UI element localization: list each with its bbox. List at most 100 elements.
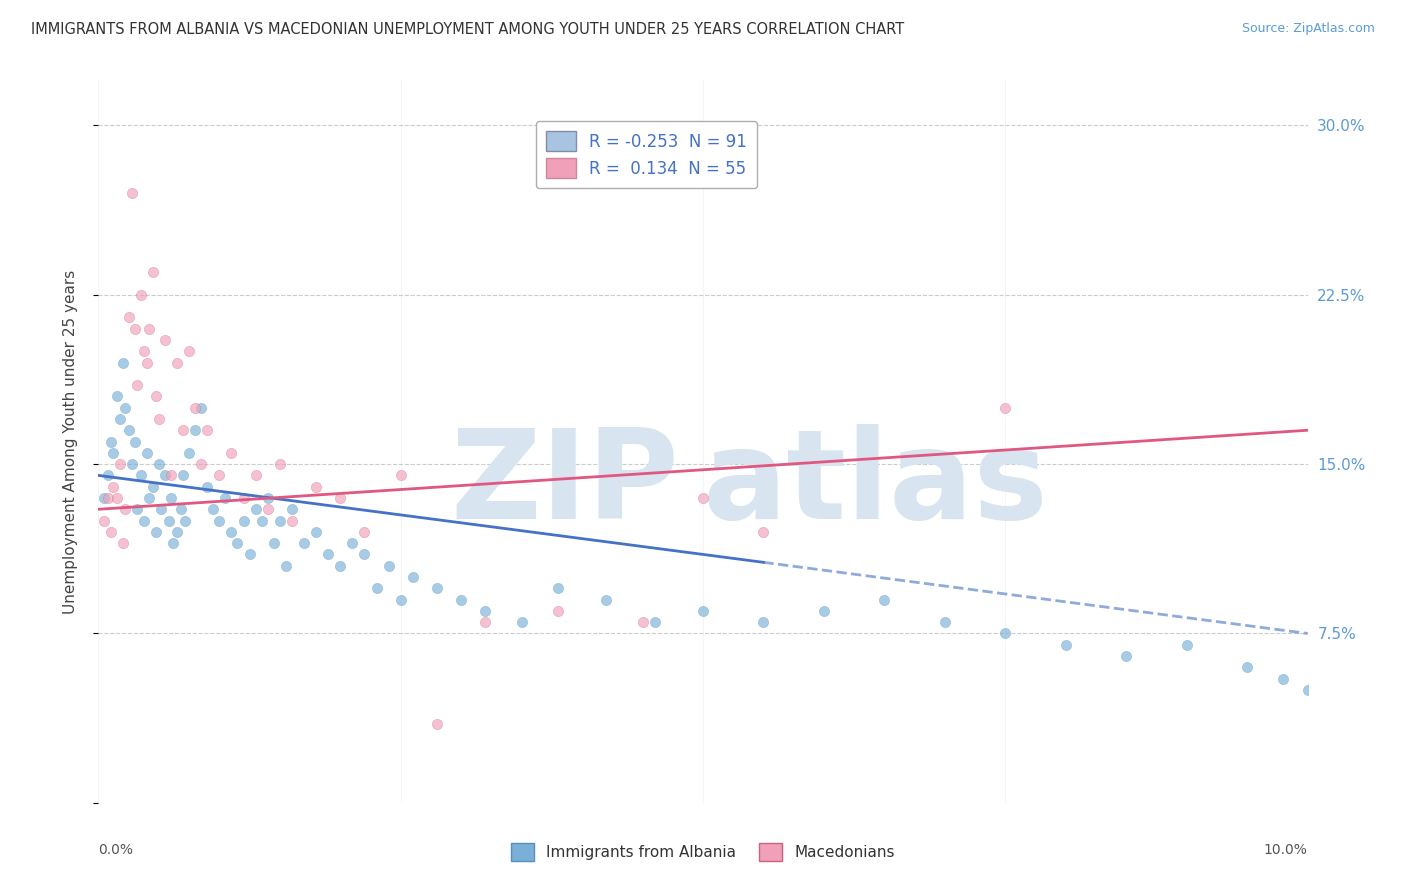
Point — [169, 502, 191, 516]
Point — [190, 457, 212, 471]
Point — [426, 582, 449, 596]
Point — [208, 514, 231, 528]
Point — [274, 558, 297, 573]
Point — [232, 514, 254, 528]
Point — [813, 604, 835, 618]
Point — [1175, 638, 1198, 652]
Point — [114, 502, 136, 516]
Point — [329, 491, 352, 505]
Point — [100, 434, 122, 449]
Point — [366, 582, 388, 596]
Text: IMMIGRANTS FROM ALBANIA VS MACEDONIAN UNEMPLOYMENT AMONG YOUTH UNDER 25 YEARS CO: IMMIGRANTS FROM ALBANIA VS MACEDONIAN UN… — [31, 22, 904, 37]
Point — [402, 570, 425, 584]
Point — [994, 626, 1017, 640]
Point — [138, 321, 160, 335]
Point — [245, 502, 267, 516]
Point — [166, 355, 188, 369]
Point — [873, 592, 896, 607]
Point — [127, 378, 149, 392]
Text: atlas: atlas — [703, 425, 1049, 545]
Point — [111, 355, 134, 369]
Point — [105, 491, 128, 505]
Point — [353, 548, 375, 562]
Point — [172, 423, 194, 437]
Point — [157, 514, 180, 528]
Point — [145, 389, 167, 403]
Point — [124, 321, 146, 335]
Point — [114, 401, 136, 415]
Point — [105, 389, 128, 403]
Point — [994, 401, 1017, 415]
Point — [184, 401, 207, 415]
Point — [752, 615, 775, 630]
Point — [153, 333, 176, 347]
Point — [195, 423, 218, 437]
Point — [644, 615, 666, 630]
Point — [97, 491, 120, 505]
Point — [160, 468, 183, 483]
Point — [135, 355, 157, 369]
Point — [121, 457, 143, 471]
Point — [292, 536, 315, 550]
Point — [135, 446, 157, 460]
Point — [118, 423, 141, 437]
Point — [269, 514, 291, 528]
Point — [547, 582, 569, 596]
Point — [474, 615, 496, 630]
Point — [202, 502, 225, 516]
Point — [162, 536, 184, 550]
Point — [595, 592, 617, 607]
Point — [1054, 638, 1077, 652]
Point — [145, 524, 167, 539]
Point — [305, 524, 328, 539]
Point — [134, 514, 156, 528]
Point — [138, 491, 160, 505]
Point — [150, 502, 173, 516]
Point — [166, 524, 188, 539]
Point — [450, 592, 472, 607]
Point — [93, 514, 115, 528]
Point — [172, 468, 194, 483]
Point — [118, 310, 141, 325]
Text: Source: ZipAtlas.com: Source: ZipAtlas.com — [1241, 22, 1375, 36]
Point — [752, 524, 775, 539]
Point — [474, 604, 496, 618]
Point — [269, 457, 291, 471]
Point — [389, 592, 412, 607]
Point — [148, 412, 170, 426]
Point — [129, 287, 152, 301]
Point — [1115, 648, 1137, 663]
Point — [316, 548, 339, 562]
Point — [329, 558, 352, 573]
Point — [232, 491, 254, 505]
Point — [97, 468, 120, 483]
Point — [108, 412, 131, 426]
Point — [179, 446, 201, 460]
Point — [100, 524, 122, 539]
Point — [142, 480, 165, 494]
Point — [148, 457, 170, 471]
Point — [263, 536, 285, 550]
Point — [160, 491, 183, 505]
Point — [256, 491, 278, 505]
Point — [342, 536, 364, 550]
Point — [221, 524, 243, 539]
Point — [281, 502, 304, 516]
Point — [129, 468, 152, 483]
Y-axis label: Unemployment Among Youth under 25 years: Unemployment Among Youth under 25 years — [63, 269, 77, 614]
Point — [305, 480, 328, 494]
Point — [377, 558, 399, 573]
Point — [127, 502, 149, 516]
Point — [245, 468, 267, 483]
Point — [214, 491, 236, 505]
Point — [426, 716, 449, 731]
Point — [510, 615, 533, 630]
Point — [93, 491, 115, 505]
Point — [195, 480, 218, 494]
Point — [692, 604, 714, 618]
Point — [101, 480, 124, 494]
Point — [353, 524, 375, 539]
Point — [101, 446, 124, 460]
Point — [692, 491, 714, 505]
Point — [208, 468, 231, 483]
